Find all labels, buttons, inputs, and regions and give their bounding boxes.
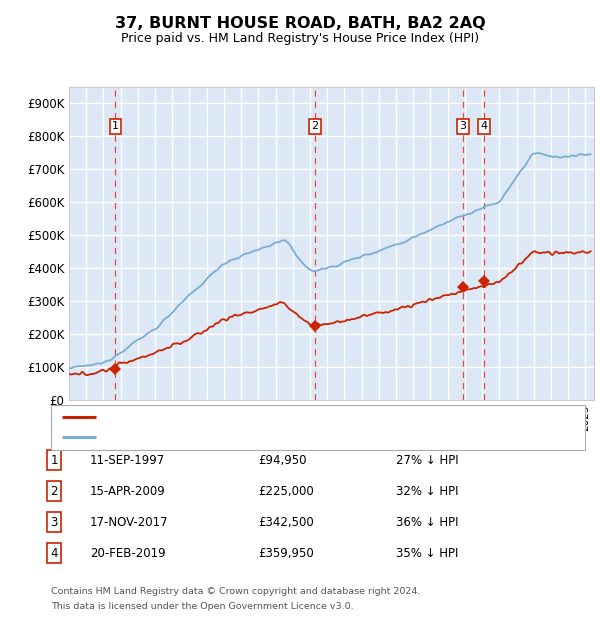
Text: 32% ↓ HPI: 32% ↓ HPI <box>396 485 458 497</box>
Text: 2: 2 <box>50 485 58 497</box>
Text: 37, BURNT HOUSE ROAD, BATH, BA2 2AQ: 37, BURNT HOUSE ROAD, BATH, BA2 2AQ <box>115 16 485 30</box>
Text: £359,950: £359,950 <box>258 547 314 559</box>
Text: Price paid vs. HM Land Registry's House Price Index (HPI): Price paid vs. HM Land Registry's House … <box>121 32 479 45</box>
Text: 11-SEP-1997: 11-SEP-1997 <box>90 454 165 466</box>
Text: HPI: Average price, detached house, Bath and North East Somerset: HPI: Average price, detached house, Bath… <box>101 432 469 442</box>
Text: 17-NOV-2017: 17-NOV-2017 <box>90 516 169 528</box>
Text: 27% ↓ HPI: 27% ↓ HPI <box>396 454 458 466</box>
Text: This data is licensed under the Open Government Licence v3.0.: This data is licensed under the Open Gov… <box>51 602 353 611</box>
Text: 2: 2 <box>311 122 319 131</box>
Text: £225,000: £225,000 <box>258 485 314 497</box>
Text: 35% ↓ HPI: 35% ↓ HPI <box>396 547 458 559</box>
Text: £94,950: £94,950 <box>258 454 307 466</box>
Text: 20-FEB-2019: 20-FEB-2019 <box>90 547 166 559</box>
Text: 4: 4 <box>50 547 58 559</box>
Text: 4: 4 <box>480 122 487 131</box>
Text: Contains HM Land Registry data © Crown copyright and database right 2024.: Contains HM Land Registry data © Crown c… <box>51 587 421 596</box>
Text: 15-APR-2009: 15-APR-2009 <box>90 485 166 497</box>
Text: 3: 3 <box>460 122 467 131</box>
Text: 36% ↓ HPI: 36% ↓ HPI <box>396 516 458 528</box>
Text: £342,500: £342,500 <box>258 516 314 528</box>
Text: 37, BURNT HOUSE ROAD, BATH, BA2 2AQ (detached house): 37, BURNT HOUSE ROAD, BATH, BA2 2AQ (det… <box>101 412 428 422</box>
Text: 1: 1 <box>112 122 119 131</box>
Text: 1: 1 <box>50 454 58 466</box>
Text: 3: 3 <box>50 516 58 528</box>
